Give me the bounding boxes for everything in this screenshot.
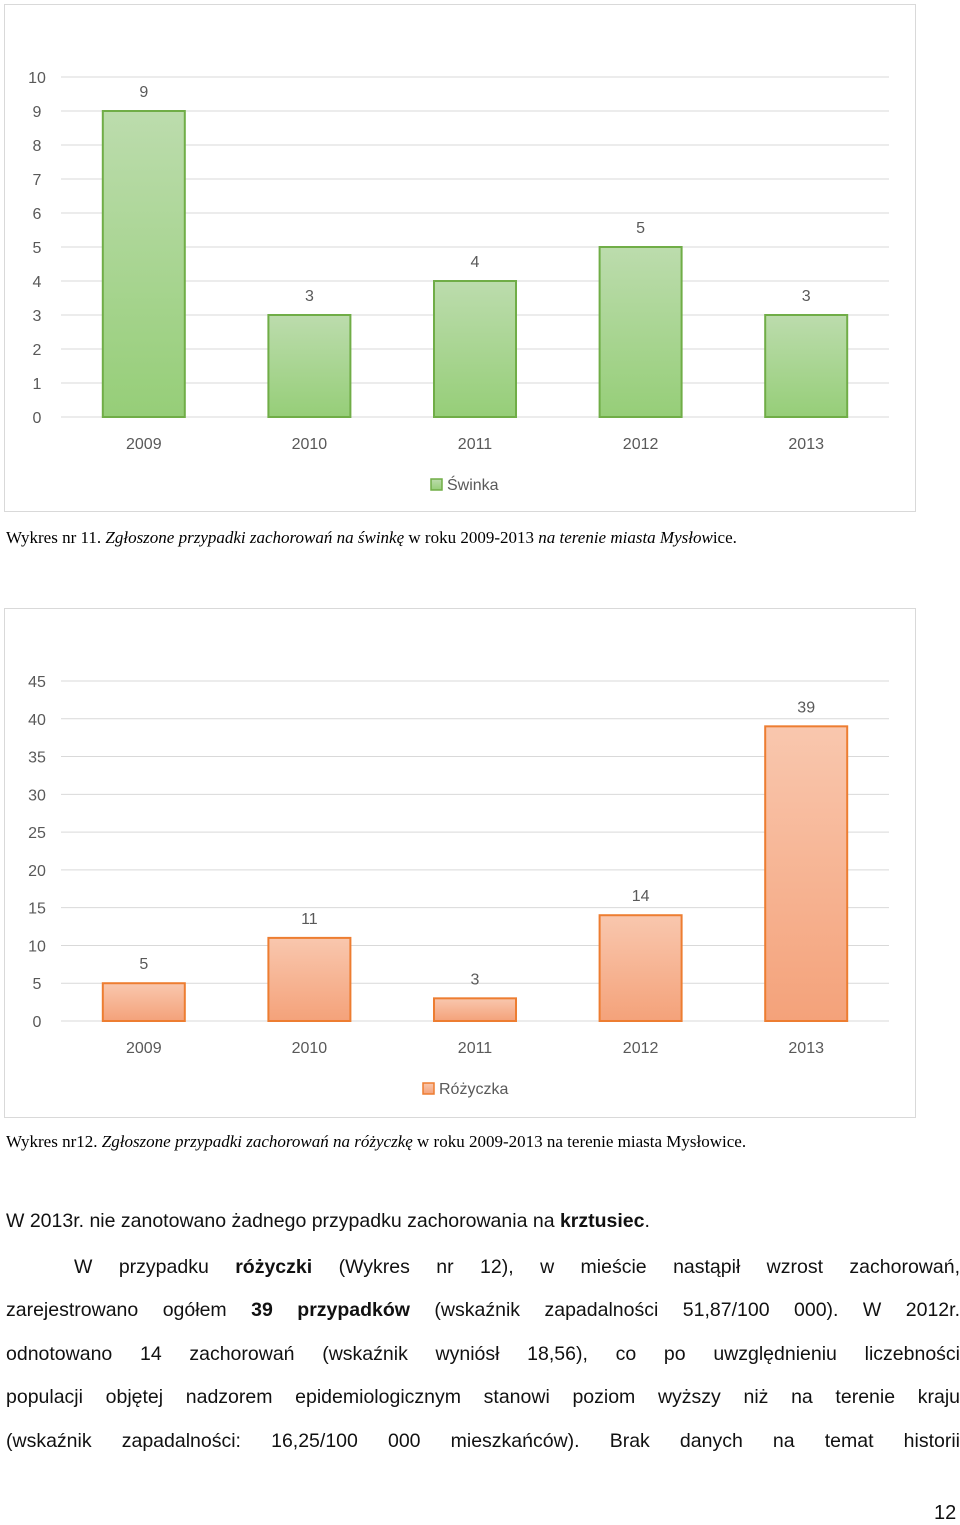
caption-italic-2: na terenie miasta Mysłow bbox=[538, 528, 713, 547]
keyword-rozyczka: różyczki bbox=[235, 1256, 313, 1278]
paragraph-line-6: (wskaźnik zapadalności: 16,25/100 000 mi… bbox=[6, 1430, 960, 1452]
data-label: 3 bbox=[305, 288, 314, 305]
x-tick-label: 2010 bbox=[292, 436, 328, 453]
y-tick-label: 10 bbox=[28, 938, 46, 955]
mumps-chart-caption: Wykres nr 11. Zgłoszone przypadki zachor… bbox=[6, 528, 737, 548]
caption-italic: Zgłoszone przypadki zachorowań na świnkę bbox=[105, 528, 405, 547]
keyword-krztusiec: krztusiec bbox=[559, 1210, 645, 1232]
y-tick-label: 5 bbox=[33, 240, 42, 257]
bar-2009 bbox=[101, 110, 186, 418]
bar-2013 bbox=[764, 314, 849, 418]
paragraph-line-1: W 2013r. nie zanotowano żadnego przypadk… bbox=[6, 1210, 650, 1232]
x-tick-label: 2012 bbox=[623, 1040, 659, 1057]
y-tick-label: 0 bbox=[33, 1014, 42, 1031]
paragraph-line-5: populacji objętej nadzorem epidemiologic… bbox=[6, 1386, 960, 1408]
data-label: 9 bbox=[139, 84, 148, 101]
caption-italic: Zgłoszone przypadki zachorowań na różycz… bbox=[101, 1132, 413, 1151]
bar-2012 bbox=[598, 246, 683, 418]
bar-2012 bbox=[598, 914, 683, 1023]
mumps-chart: 0 1 2 3 4 5 6 7 8 9 10 9 2009 3 2010 4 2011 5 2012 3 2013 Świ… bbox=[4, 4, 916, 512]
paragraph-line-4: odnotowano 14 zachorowań (wskaźnik wynió… bbox=[6, 1343, 960, 1365]
caption-prefix: Wykres nr12. bbox=[6, 1132, 102, 1151]
y-tick-label: 0 bbox=[33, 410, 42, 427]
legend-swatch bbox=[430, 478, 443, 491]
rubella-chart-caption: Wykres nr12. Zgłoszone przypadki zachoro… bbox=[6, 1132, 746, 1152]
bar-2010 bbox=[267, 936, 352, 1022]
x-tick-label: 2009 bbox=[126, 1040, 162, 1057]
paragraph-line-2: W przypadku różyczki (Wykres nr 12), w m… bbox=[74, 1256, 960, 1278]
rubella-chart-svg: 0 5 10 15 20 25 30 35 40 45 5 2009 11 2010 3 2011 14 2012… bbox=[28, 674, 889, 1098]
paragraph-line-3: zarejestrowano ogółem 39 przypadków (wsk… bbox=[6, 1299, 960, 1321]
data-label: 14 bbox=[632, 888, 650, 905]
keyword-39-cases: 39 przypadków bbox=[251, 1299, 410, 1321]
legend-swatch bbox=[422, 1082, 435, 1095]
rubella-chart: 0 5 10 15 20 25 30 35 40 45 5 2009 11 2010 3 2011 14 2012… bbox=[4, 608, 916, 1118]
y-tick-label: 15 bbox=[28, 901, 46, 918]
caption-prefix: Wykres nr 11. bbox=[6, 528, 106, 547]
bar-2010 bbox=[267, 314, 352, 418]
x-tick-label: 2012 bbox=[623, 436, 659, 453]
y-tick-label: 5 bbox=[33, 976, 42, 993]
bar-2009 bbox=[101, 982, 186, 1023]
y-tick-label: 9 bbox=[33, 104, 42, 121]
bar-2011 bbox=[433, 280, 517, 418]
bar-2013 bbox=[764, 725, 849, 1022]
y-tick-label: 2 bbox=[33, 342, 42, 359]
mumps-chart-svg: 0 1 2 3 4 5 6 7 8 9 10 9 2009 3 2010 4 2011 5 2012 3 2013 Świ… bbox=[28, 70, 889, 494]
page-number: 12 bbox=[934, 1502, 957, 1524]
data-label: 5 bbox=[139, 956, 148, 973]
y-tick-label: 7 bbox=[33, 172, 42, 189]
caption-mid: w roku 2009-2013 bbox=[404, 528, 539, 547]
data-label: 3 bbox=[802, 288, 811, 305]
y-tick-label: 40 bbox=[28, 712, 46, 729]
legend-label: Różyczka bbox=[439, 1081, 508, 1098]
legend-label: Świnka bbox=[447, 475, 499, 494]
y-tick-label: 4 bbox=[33, 274, 42, 291]
x-tick-label: 2013 bbox=[788, 436, 824, 453]
y-tick-label: 35 bbox=[28, 750, 46, 767]
y-tick-label: 6 bbox=[33, 206, 42, 223]
x-tick-label: 2013 bbox=[788, 1040, 824, 1057]
x-tick-label: 2011 bbox=[458, 436, 493, 453]
x-tick-label: 2011 bbox=[458, 1040, 493, 1057]
bar-2011 bbox=[433, 997, 517, 1023]
data-label: 3 bbox=[471, 971, 480, 988]
data-label: 5 bbox=[636, 220, 645, 237]
y-tick-label: 20 bbox=[28, 863, 46, 880]
y-tick-label: 1 bbox=[33, 376, 42, 393]
y-tick-label: 25 bbox=[28, 825, 46, 842]
y-tick-label: 45 bbox=[28, 674, 46, 691]
caption-mid: w roku 2009-2013 na terenie miasta Mysło… bbox=[412, 1132, 723, 1151]
data-label: 39 bbox=[797, 699, 815, 716]
caption-end: ice. bbox=[712, 528, 737, 547]
data-label: 11 bbox=[301, 911, 318, 928]
data-label: 4 bbox=[471, 254, 480, 271]
y-tick-label: 10 bbox=[28, 70, 46, 87]
y-tick-label: 8 bbox=[33, 138, 42, 155]
x-tick-label: 2009 bbox=[126, 436, 162, 453]
x-tick-label: 2010 bbox=[292, 1040, 328, 1057]
y-tick-label: 3 bbox=[33, 308, 42, 325]
y-tick-label: 30 bbox=[28, 787, 46, 804]
caption-end: ice. bbox=[722, 1132, 747, 1151]
